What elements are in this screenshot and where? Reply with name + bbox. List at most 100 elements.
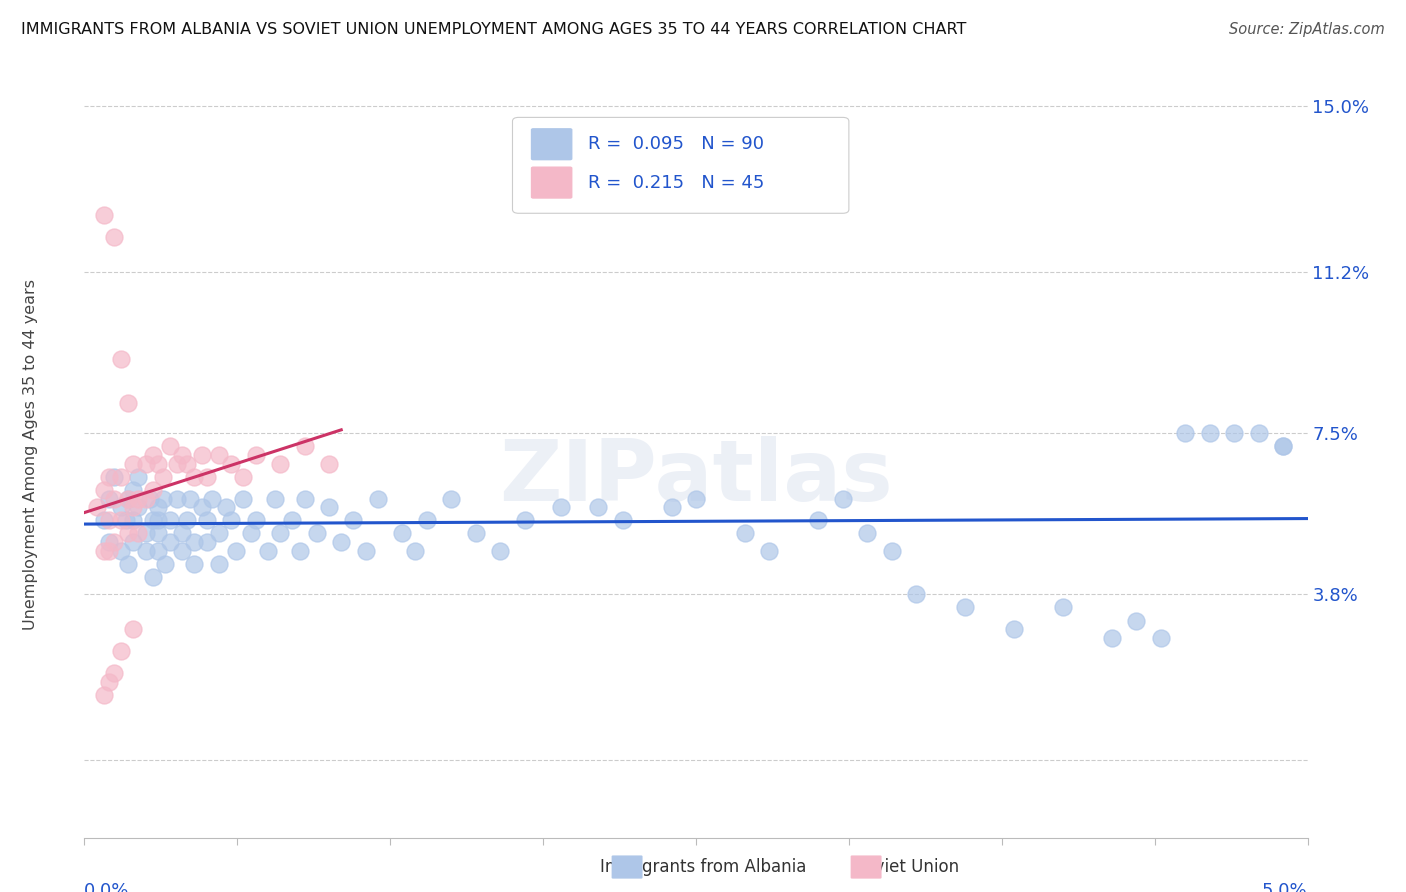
Point bbox=[318, 457, 340, 471]
Text: ZIPatlas: ZIPatlas bbox=[499, 436, 893, 519]
Point bbox=[612, 513, 634, 527]
Point bbox=[172, 543, 194, 558]
Point bbox=[159, 535, 181, 549]
Y-axis label: Unemployment Among Ages 35 to 44 years: Unemployment Among Ages 35 to 44 years bbox=[22, 279, 38, 631]
Point bbox=[117, 491, 139, 506]
Point bbox=[1002, 622, 1025, 636]
Point bbox=[110, 513, 132, 527]
Point bbox=[245, 513, 267, 527]
Text: 5.0%: 5.0% bbox=[1263, 882, 1308, 892]
Point bbox=[146, 500, 169, 515]
Point bbox=[661, 500, 683, 515]
Point bbox=[208, 557, 231, 571]
Point bbox=[219, 513, 242, 527]
Point bbox=[103, 491, 125, 506]
Point bbox=[183, 469, 205, 483]
Point bbox=[464, 526, 486, 541]
Point bbox=[1198, 426, 1220, 441]
Point bbox=[172, 448, 194, 462]
Point bbox=[103, 535, 125, 549]
Point bbox=[103, 230, 125, 244]
Point bbox=[86, 500, 108, 515]
Point bbox=[191, 448, 214, 462]
Point bbox=[269, 457, 291, 471]
FancyBboxPatch shape bbox=[531, 167, 572, 199]
Point bbox=[176, 513, 198, 527]
Point bbox=[208, 526, 231, 541]
Point bbox=[97, 535, 120, 549]
Point bbox=[93, 688, 115, 702]
Point bbox=[880, 543, 903, 558]
Point bbox=[159, 513, 181, 527]
Point bbox=[122, 500, 145, 515]
Point bbox=[93, 483, 115, 497]
Point bbox=[93, 208, 115, 222]
Point bbox=[1272, 439, 1295, 453]
Text: Immigrants from Albania: Immigrants from Albania bbox=[600, 858, 806, 876]
Point bbox=[685, 491, 707, 506]
Point bbox=[127, 469, 149, 483]
FancyBboxPatch shape bbox=[531, 128, 572, 161]
Point bbox=[127, 500, 149, 515]
Point bbox=[245, 448, 267, 462]
Point bbox=[103, 469, 125, 483]
Point bbox=[195, 469, 218, 483]
Point bbox=[142, 513, 165, 527]
Point bbox=[1052, 600, 1074, 615]
Point bbox=[354, 543, 377, 558]
Point bbox=[122, 483, 145, 497]
Point bbox=[305, 526, 328, 541]
Point bbox=[122, 535, 145, 549]
Point bbox=[404, 543, 426, 558]
Point bbox=[146, 513, 169, 527]
Point bbox=[953, 600, 976, 615]
Point bbox=[135, 543, 157, 558]
Point bbox=[110, 543, 132, 558]
Point bbox=[135, 457, 157, 471]
Point bbox=[117, 557, 139, 571]
Point bbox=[166, 491, 188, 506]
Point bbox=[288, 543, 311, 558]
Point bbox=[127, 491, 149, 506]
Point bbox=[1101, 631, 1123, 645]
Point bbox=[513, 513, 536, 527]
Point bbox=[152, 491, 174, 506]
Point bbox=[416, 513, 439, 527]
Point bbox=[1272, 439, 1295, 453]
Point bbox=[232, 469, 254, 483]
Point bbox=[117, 395, 139, 409]
Point bbox=[831, 491, 853, 506]
Point bbox=[215, 500, 238, 515]
Point bbox=[239, 526, 262, 541]
Point bbox=[139, 491, 162, 506]
Point bbox=[200, 491, 222, 506]
Text: R =  0.215   N = 45: R = 0.215 N = 45 bbox=[588, 174, 765, 192]
Point bbox=[153, 557, 176, 571]
FancyBboxPatch shape bbox=[513, 118, 849, 213]
Point bbox=[758, 543, 780, 558]
Point bbox=[257, 543, 280, 558]
Point bbox=[562, 186, 585, 201]
Point bbox=[264, 491, 287, 506]
Point bbox=[489, 543, 512, 558]
Text: IMMIGRANTS FROM ALBANIA VS SOVIET UNION UNEMPLOYMENT AMONG AGES 35 TO 44 YEARS C: IMMIGRANTS FROM ALBANIA VS SOVIET UNION … bbox=[21, 22, 966, 37]
Point bbox=[142, 483, 165, 497]
Point bbox=[115, 513, 138, 527]
Point bbox=[110, 500, 132, 515]
Point bbox=[183, 535, 205, 549]
Point bbox=[122, 622, 145, 636]
Point bbox=[1150, 631, 1173, 645]
Point bbox=[142, 570, 165, 584]
Point bbox=[172, 526, 194, 541]
Point bbox=[294, 491, 316, 506]
Point bbox=[294, 439, 316, 453]
Point bbox=[195, 535, 218, 549]
Point bbox=[232, 491, 254, 506]
Text: Soviet Union: Soviet Union bbox=[855, 858, 959, 876]
Point bbox=[586, 500, 609, 515]
Point bbox=[152, 469, 174, 483]
Point bbox=[97, 491, 120, 506]
Point bbox=[391, 526, 413, 541]
Point bbox=[330, 535, 353, 549]
Point bbox=[146, 526, 169, 541]
